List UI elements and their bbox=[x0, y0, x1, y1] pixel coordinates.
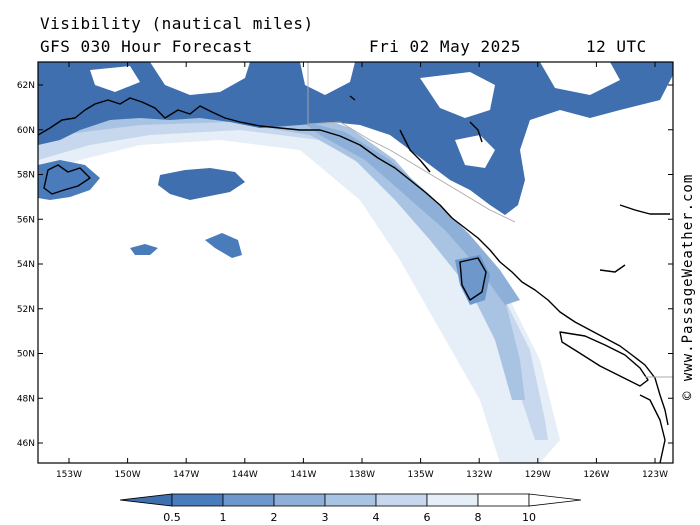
colorbar-segment bbox=[171, 493, 224, 507]
visibility-band-coast bbox=[300, 120, 520, 305]
lat-tick-label: 54N bbox=[17, 260, 35, 270]
clear-gap-4 bbox=[540, 62, 620, 95]
visibility-band-light bbox=[38, 118, 560, 463]
colorbar-label: 8 bbox=[475, 511, 482, 524]
lon-tick-label: 138W bbox=[349, 470, 375, 480]
colorbar-label: 10 bbox=[522, 511, 536, 524]
lat-tick-label: 62N bbox=[17, 81, 35, 91]
fog-region-aleutian bbox=[38, 160, 100, 200]
colorbar-label: 6 bbox=[424, 511, 431, 524]
lat-tick-label: 58N bbox=[17, 171, 35, 181]
longitude-axis: 153W 150W 147W 144W 141W 138W 135W 132W 129W 126W… bbox=[56, 62, 668, 480]
clear-gap-6 bbox=[90, 66, 140, 92]
colorbar-label: 4 bbox=[373, 511, 380, 524]
lat-tick-label: 50N bbox=[17, 350, 35, 360]
fog-region-north bbox=[38, 62, 673, 215]
colorbar-upper-arrow bbox=[528, 493, 582, 507]
lat-tick-label: 60N bbox=[17, 126, 35, 136]
colorbar-segment bbox=[426, 493, 479, 507]
lon-tick-label: 150W bbox=[115, 470, 141, 480]
latitude-axis: 62N 60N 58N 56N 54N 52N 50N 48N 46N bbox=[17, 81, 673, 449]
map-area bbox=[38, 62, 673, 463]
forecast-time: 12 UTC bbox=[586, 37, 647, 56]
visibility-colorbar: 0.5 1 2 3 4 6 8 10 bbox=[119, 493, 582, 524]
fog-region-small-center bbox=[205, 233, 242, 258]
lon-tick-label: 123W bbox=[642, 470, 668, 480]
lat-tick-label: 52N bbox=[17, 305, 35, 315]
colorbar-lower-arrow bbox=[119, 493, 173, 507]
clear-gap-2 bbox=[300, 62, 355, 95]
colorbar-segment bbox=[222, 493, 275, 507]
lon-tick-label: 147W bbox=[173, 470, 199, 480]
forecast-date: Fri 02 May 2025 bbox=[369, 37, 521, 56]
lon-tick-label: 153W bbox=[56, 470, 82, 480]
lat-tick-label: 56N bbox=[17, 215, 35, 225]
clear-gap-1 bbox=[150, 62, 250, 95]
colorbar-label: 2 bbox=[271, 511, 278, 524]
lon-tick-label: 126W bbox=[583, 470, 609, 480]
chart-title: Visibility (nautical miles) bbox=[40, 14, 314, 33]
lat-tick-label: 48N bbox=[17, 394, 35, 404]
colorbar-label: 0.5 bbox=[163, 511, 181, 524]
coastline bbox=[38, 95, 670, 463]
colorbar-segment bbox=[477, 493, 530, 507]
lon-tick-label: 129W bbox=[525, 470, 551, 480]
colorbar-segment bbox=[375, 493, 428, 507]
lon-tick-label: 132W bbox=[466, 470, 492, 480]
colorbar-label: 3 bbox=[322, 511, 329, 524]
lat-tick-label: 46N bbox=[17, 439, 35, 449]
lon-tick-label: 144W bbox=[232, 470, 258, 480]
lon-tick-label: 135W bbox=[408, 470, 434, 480]
fog-region-small-west bbox=[130, 244, 158, 255]
lon-tick-label: 141W bbox=[290, 470, 316, 480]
colorbar-segment bbox=[273, 493, 326, 507]
colorbar-segment bbox=[324, 493, 377, 507]
clear-gap-5 bbox=[455, 135, 495, 168]
forecast-subtitle: GFS 030 Hour Forecast bbox=[40, 37, 253, 56]
site-credit: © www.PassageWeather.com bbox=[680, 173, 696, 400]
map-frame bbox=[37, 61, 674, 464]
clear-gap-3 bbox=[420, 72, 495, 118]
fog-region-gulf-patch bbox=[158, 168, 245, 200]
colorbar-label: 1 bbox=[220, 511, 227, 524]
political-borders bbox=[307, 62, 673, 378]
